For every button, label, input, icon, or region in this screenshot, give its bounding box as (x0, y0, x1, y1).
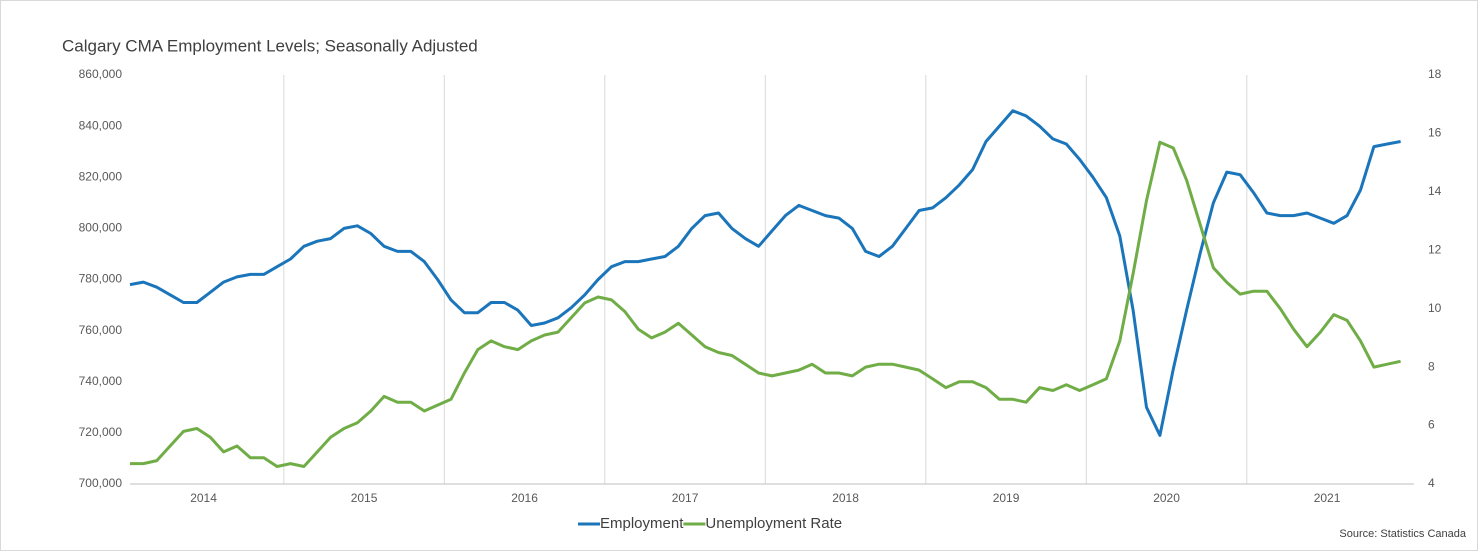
x-tick-label: 2018 (832, 491, 859, 505)
x-tick-label: 2020 (1153, 491, 1180, 505)
y-tick-label: 700,000 (79, 476, 123, 490)
y-tick-label: 820,000 (79, 169, 123, 183)
y2-tick-label: 4 (1428, 476, 1435, 490)
y-tick-label: 840,000 (79, 118, 123, 132)
x-tick-label: 2015 (351, 491, 378, 505)
y-tick-label: 720,000 (79, 425, 123, 439)
line-series (129, 109, 1401, 437)
chart-title: Calgary CMA Employment Levels; Seasonall… (62, 36, 478, 55)
y2-tick-label: 6 (1428, 418, 1435, 432)
y2-tick-label: 14 (1428, 184, 1442, 198)
x-tick-label: 2016 (511, 491, 538, 505)
x-tick-label: 2019 (993, 491, 1020, 505)
y-tick-label: 740,000 (79, 374, 123, 388)
legend-label: Employment (600, 515, 684, 532)
y-tick-label: 800,000 (79, 221, 123, 235)
x-tick-label: 2021 (1314, 491, 1341, 505)
y2-tick-label: 10 (1428, 301, 1442, 315)
x-tick-label: 2017 (672, 491, 699, 505)
y-tick-label: 860,000 (79, 67, 123, 81)
y-tick-label: 780,000 (79, 272, 123, 286)
y2-tick-label: 12 (1428, 242, 1442, 256)
x-tick-label: 2014 (190, 491, 217, 505)
line-series (130, 140, 1401, 468)
legend-label: Unemployment Rate (705, 515, 842, 532)
y-tick-label: 760,000 (79, 323, 123, 337)
y2-tick-label: 8 (1428, 359, 1435, 373)
y2-tick-label: 16 (1428, 126, 1442, 140)
y2-tick-label: 18 (1428, 67, 1442, 81)
source-note: Source: Statistics Canada (1339, 528, 1466, 540)
